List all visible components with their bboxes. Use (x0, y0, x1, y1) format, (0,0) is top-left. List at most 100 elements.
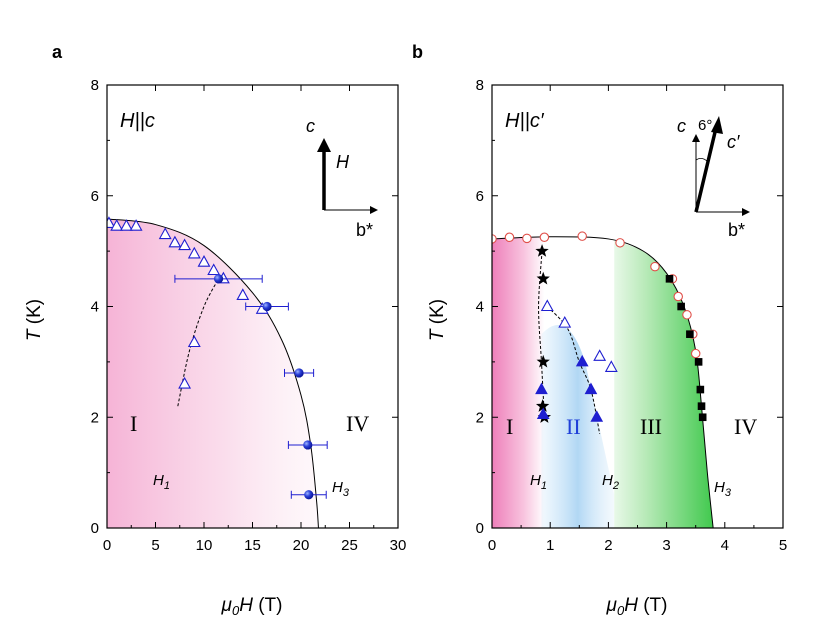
data-point-b-filled-square-4 (696, 385, 705, 394)
data-point-b-open-triangle-3 (604, 360, 618, 372)
data-point-b-filled-triangle-3 (584, 382, 598, 395)
data-point-b-filled-square-6 (698, 413, 707, 422)
axis-cprime-label: c′ (727, 132, 740, 152)
data-point-b-filled-square-3 (694, 358, 703, 366)
phase-label-I-b: I (506, 414, 513, 439)
data-point-b-open-circle-2 (522, 233, 532, 244)
data-point-b-filled-square-2 (686, 330, 694, 338)
data-point-b-open-circle-6 (650, 261, 660, 272)
data-point-b-open-circle-5 (615, 238, 625, 248)
data-point-a-open-triangle-11 (236, 288, 250, 300)
y-tick-label-b-0: 0 (476, 520, 484, 537)
panel-a-plot-area (107, 216, 328, 528)
y-tick-label-b-2: 4 (476, 299, 484, 316)
phase-region-I-shading (492, 236, 545, 528)
data-point-b-open-triangle-1 (558, 315, 572, 328)
axis-bstar-label: b* (356, 220, 373, 240)
data-point-b-open-circle-3 (539, 232, 550, 243)
data-point-b-star-0 (535, 244, 549, 257)
data-point-b-open-triangle-2 (593, 349, 607, 361)
panel-a-field-label: H||c (120, 110, 155, 132)
axis-c-label: c (306, 116, 315, 136)
phase-label-IV-a: IV (346, 411, 369, 436)
x-tick-label-b-2: 2 (604, 537, 612, 554)
x-tick-label-a-3: 15 (244, 537, 261, 554)
y-tick-label-a-4: 8 (91, 77, 99, 94)
phase-label-III-b: III (640, 414, 662, 439)
phase-region-II-shading (541, 324, 615, 528)
panel-b-axes: 0 1 2 3 4 5 0 2 4 6 8 (476, 77, 788, 554)
data-point-a-open-triangle-4 (158, 227, 172, 240)
panel-a-data-marks (107, 216, 328, 500)
x-tick-label-b-4: 4 (721, 537, 729, 554)
panel-b-xlabel: μ0H (T) (606, 595, 668, 618)
axis-bstar-label-b: b* (728, 220, 745, 240)
data-point-b-open-circle-11 (690, 348, 701, 359)
data-point-b-filled-square-1 (677, 302, 685, 311)
data-point-a-open-triangle-1 (110, 219, 124, 231)
data-point-b-open-circle-0 (492, 234, 497, 244)
phase-label-II-b: II (566, 414, 581, 439)
arrow-H-label: H (336, 152, 350, 172)
phase-region-I-shading (107, 219, 319, 528)
panel-a-label: a (52, 42, 63, 62)
y-tick-label-b-1: 2 (476, 409, 484, 426)
panel-b-crystal-axes-inset: c 6° c′ b* (677, 116, 750, 240)
data-point-b-filled-square-0 (665, 275, 674, 283)
data-point-a-filled-sphere-2 (294, 368, 304, 378)
data-point-b-star-2 (536, 354, 550, 368)
x-tick-label-a-1: 5 (151, 537, 159, 554)
x-tick-label-a-4: 20 (293, 537, 310, 554)
panel-b-ylabel: T (K) (427, 299, 448, 341)
y-tick-label-a-3: 6 (91, 188, 99, 205)
axis-c-label-b: c (677, 116, 686, 136)
data-point-b-star-3 (535, 399, 550, 412)
data-point-b-open-circle-8 (673, 291, 683, 302)
data-point-a-open-triangle-2 (119, 219, 133, 231)
phase-region-III-shading (608, 238, 714, 528)
data-point-a-filled-sphere-4 (304, 490, 314, 500)
phase-label-IV-b: IV (734, 414, 757, 439)
x-tick-label-a-6: 30 (390, 537, 407, 554)
y-tick-label-a-1: 2 (91, 409, 99, 426)
data-point-b-open-circle-9 (682, 310, 692, 320)
data-point-a-open-triangle-13 (187, 335, 201, 348)
x-tick-label-b-1: 1 (546, 537, 554, 554)
x-tick-label-a-5: 25 (341, 537, 358, 554)
panel-b-plot-area (492, 231, 714, 528)
H1-label-a: H1 (153, 472, 170, 492)
data-point-a-filled-sphere-1 (262, 301, 272, 312)
panel-a-axes: 0 5 10 15 20 25 30 0 2 4 6 8 (91, 77, 407, 554)
y-tick-label-b-3: 6 (476, 188, 484, 205)
data-point-a-filled-sphere-0 (213, 274, 224, 284)
data-point-b-open-triangle-0 (540, 299, 554, 312)
data-point-b-filled-triangle-0 (535, 382, 548, 395)
data-point-a-open-triangle-6 (178, 238, 192, 251)
panel-b-field-label: H||c′ (505, 110, 545, 132)
H3-label-a: H3 (332, 479, 350, 499)
data-point-a-filled-sphere-3 (303, 440, 313, 450)
data-point-b-filled-square-5 (697, 402, 706, 410)
H1-label-b: H1 (530, 472, 547, 492)
x-tick-label-b-5: 5 (779, 537, 787, 554)
data-point-b-filled-triangle-2 (575, 354, 589, 367)
angle-label: 6° (698, 117, 712, 134)
y-tick-label-b-4: 8 (476, 77, 484, 94)
panel-a-xlabel: μ0H (T) (221, 595, 283, 618)
panel-a-ylabel: T (K) (24, 299, 45, 341)
data-point-b-open-circle-1 (504, 232, 515, 243)
phase-label-I-a: I (130, 411, 137, 436)
x-tick-label-a-2: 10 (196, 537, 213, 554)
data-point-b-filled-triangle-4 (590, 410, 604, 422)
panel-a-crystal-axes-inset: c H b* (306, 116, 378, 240)
y-tick-label-a-0: 0 (91, 520, 99, 537)
y-tick-label-a-2: 4 (91, 299, 99, 316)
data-point-a-open-triangle-5 (168, 235, 182, 248)
panel-b-data-marks (492, 231, 707, 423)
data-point-a-open-triangle-7 (187, 246, 201, 259)
H2-label-b: H2 (602, 472, 619, 492)
panel-b-label: b (412, 42, 423, 62)
x-tick-label-b-0: 0 (488, 537, 496, 554)
data-point-a-open-triangle-14 (178, 376, 192, 389)
